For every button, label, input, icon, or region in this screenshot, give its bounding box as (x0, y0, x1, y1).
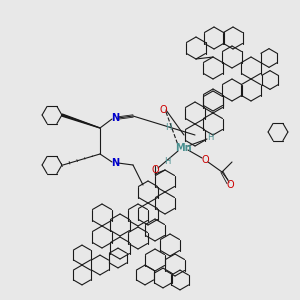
Text: O: O (201, 155, 209, 165)
Text: H: H (165, 124, 171, 133)
Text: O: O (226, 180, 234, 190)
Polygon shape (61, 114, 100, 128)
Text: N: N (111, 113, 119, 123)
Text: Mn: Mn (175, 143, 191, 153)
Text: O: O (159, 105, 167, 115)
Text: H: H (164, 158, 170, 166)
Text: O: O (151, 165, 159, 175)
Text: H: H (207, 134, 213, 142)
Text: N: N (111, 158, 119, 168)
